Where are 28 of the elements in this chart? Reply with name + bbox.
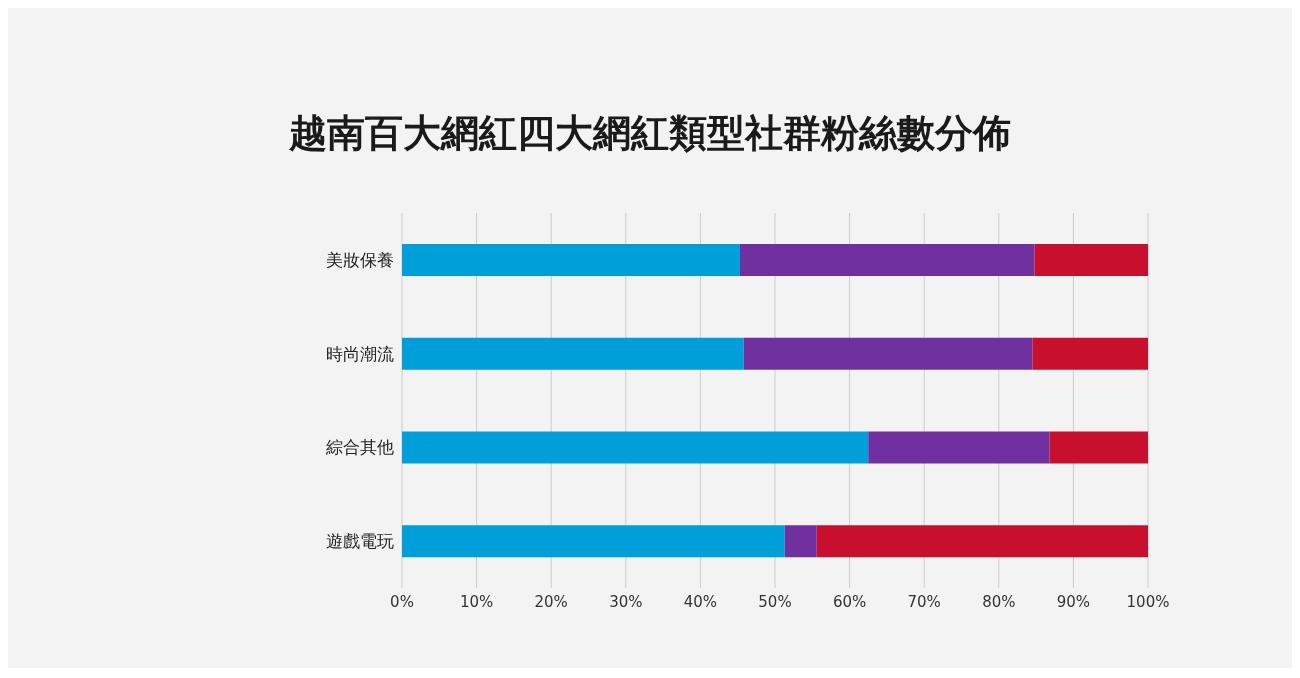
bar — [816, 525, 1148, 558]
bar — [1032, 337, 1148, 370]
x-tick-label: 80% — [982, 592, 1016, 611]
bar — [1034, 244, 1148, 276]
x-tick-label: 100% — [1126, 592, 1170, 611]
bar — [1049, 431, 1148, 464]
x-tick-label: 50% — [758, 592, 792, 611]
x-tick-label: 60% — [832, 592, 867, 611]
x-tick-label: 20% — [534, 592, 568, 611]
bar — [402, 244, 740, 276]
y-tick-label: 遊戲電玩 — [326, 531, 394, 552]
y-tick-label: 綜合其他 — [325, 437, 394, 458]
x-tick-label: 70% — [907, 592, 941, 611]
bar — [743, 337, 1033, 370]
bar — [402, 431, 869, 464]
bar — [868, 431, 1050, 464]
chart-title: 越南百大網紅四大網紅類型社群粉絲數分佈 — [288, 109, 1012, 157]
y-tick-label: 美妝保養 — [326, 249, 394, 270]
bar — [784, 525, 817, 558]
x-tick-label: 40% — [683, 592, 718, 611]
bar — [402, 525, 785, 558]
bar — [739, 244, 1035, 276]
bar — [402, 337, 744, 370]
x-tick-label: 30% — [609, 592, 643, 611]
x-tick-label: 0% — [390, 592, 414, 611]
y-tick-label: 時尚潮流 — [326, 343, 394, 364]
x-tick-label: 10% — [459, 592, 494, 611]
x-tick-label: 90% — [1056, 592, 1091, 611]
